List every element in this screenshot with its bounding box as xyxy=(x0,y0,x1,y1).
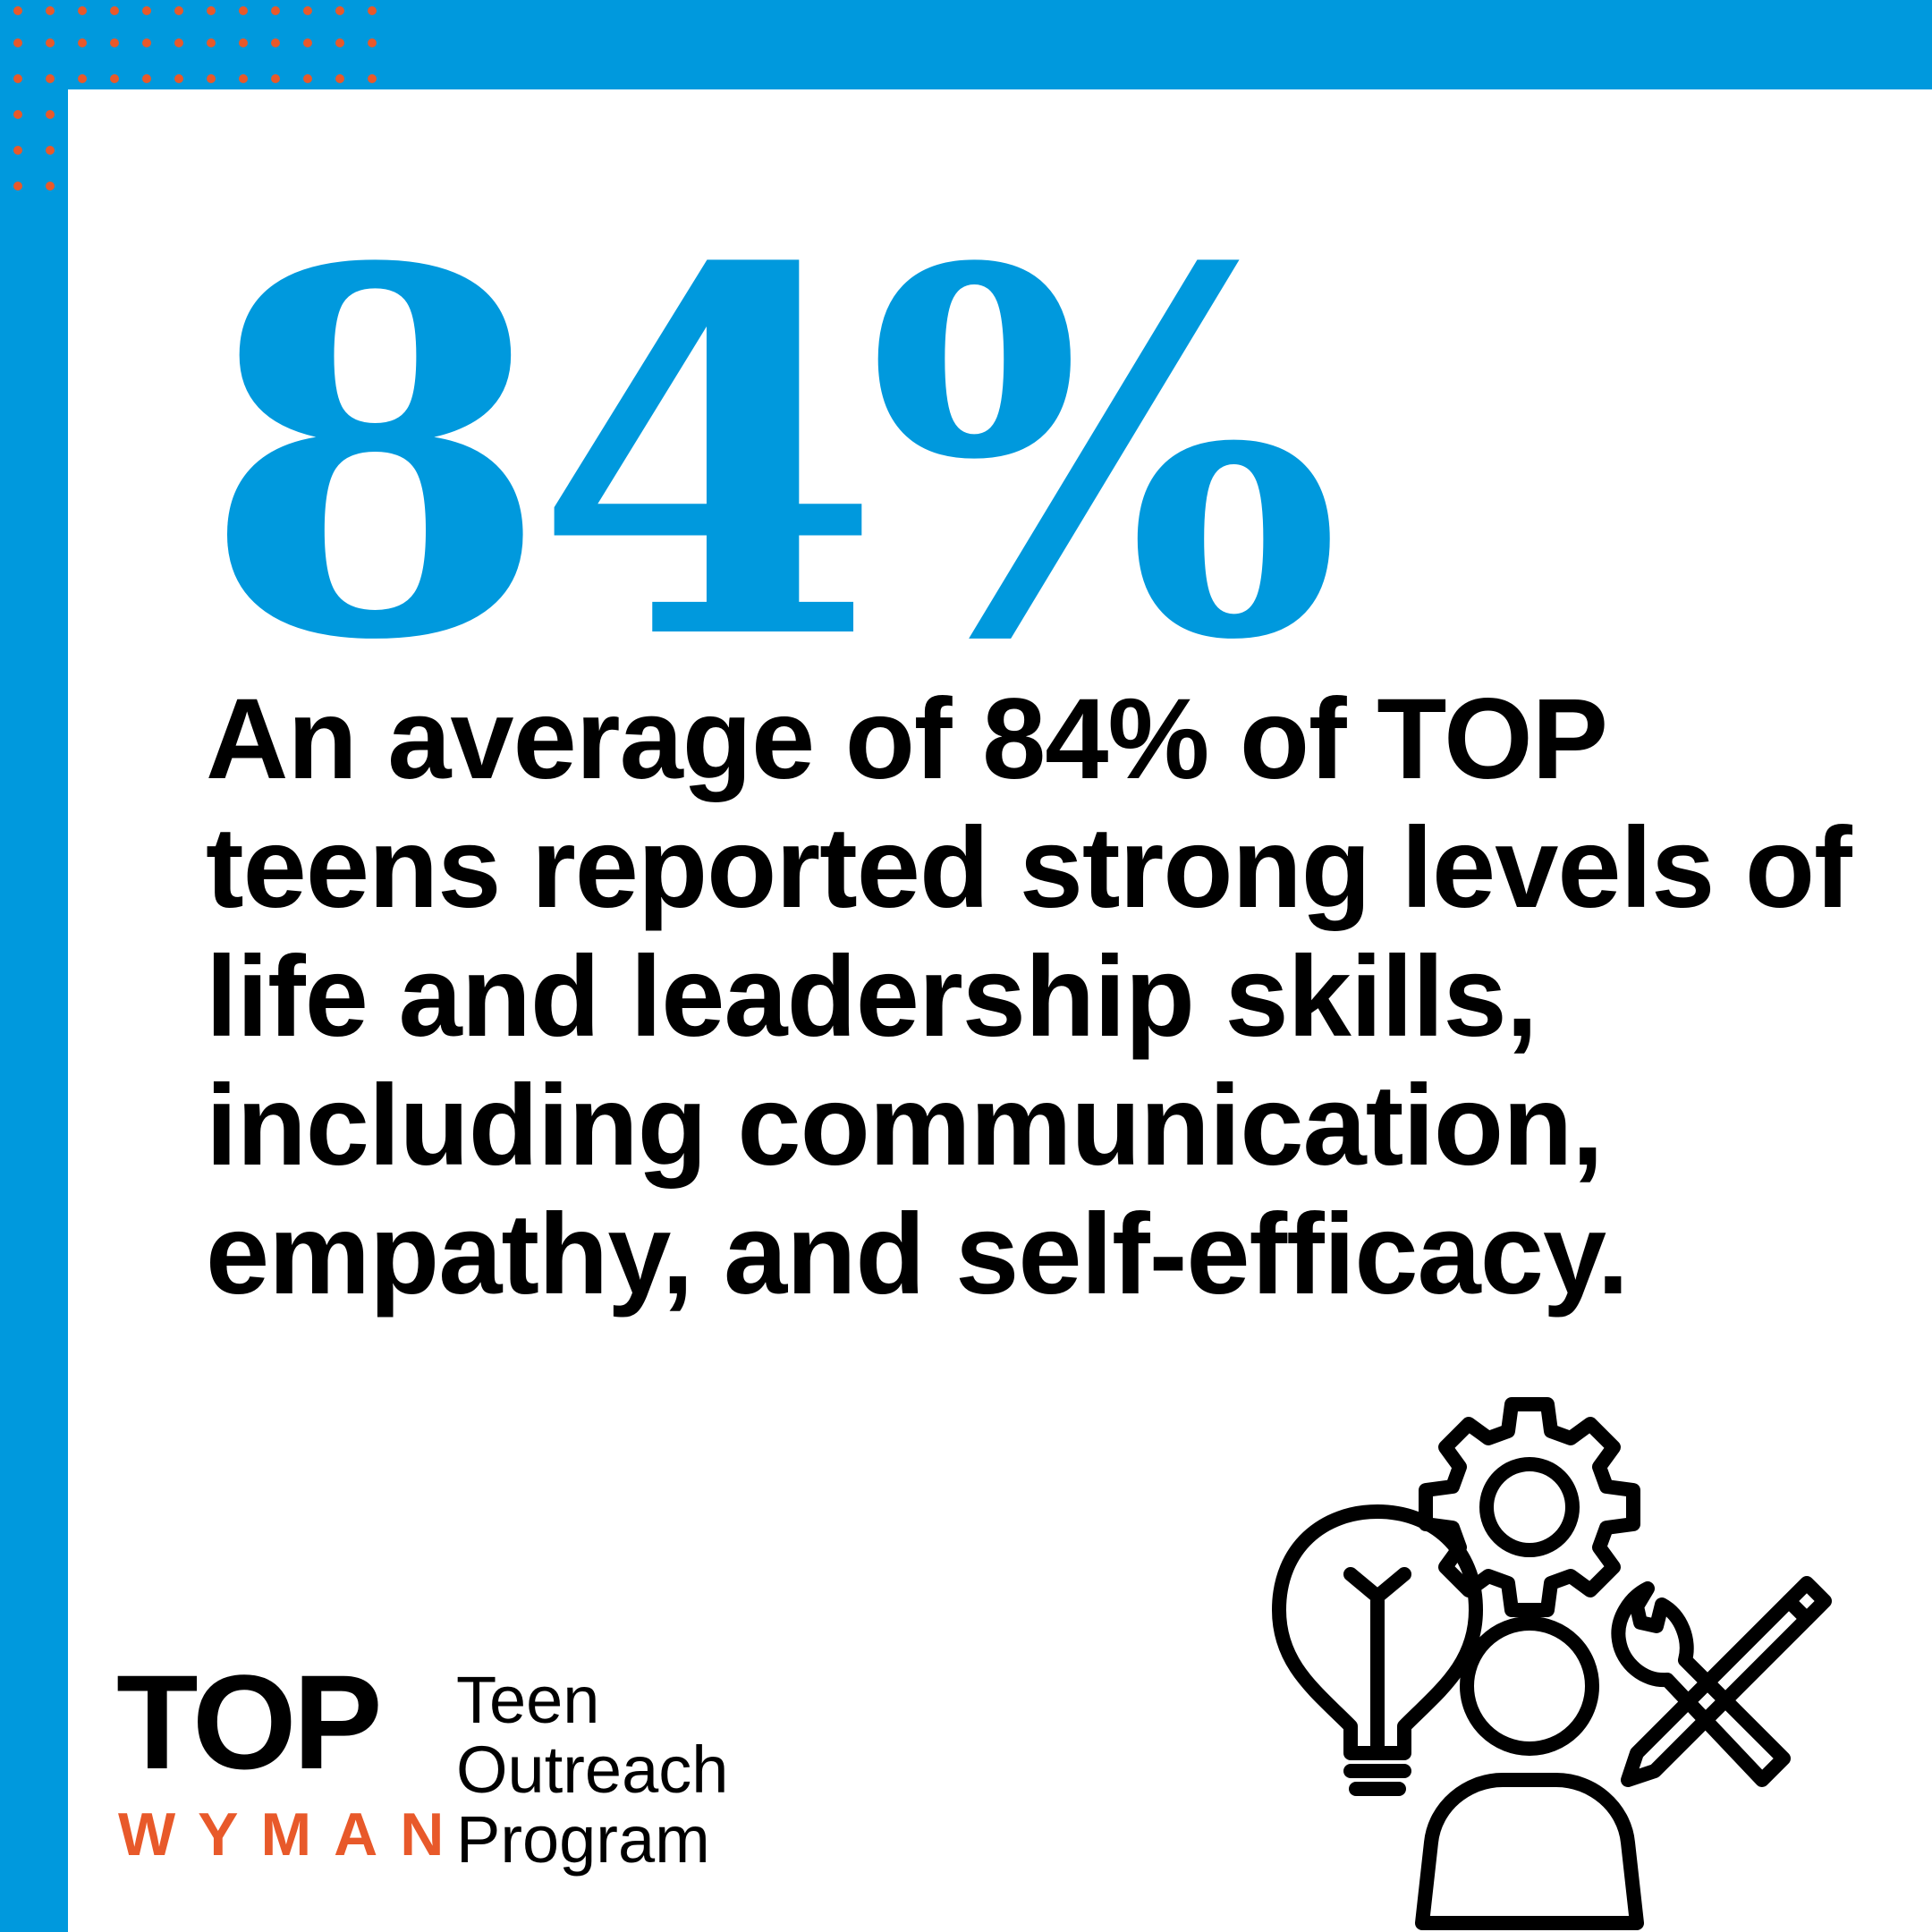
pencil-icon xyxy=(1621,1576,1832,1787)
logo-program-line: Teen xyxy=(456,1663,600,1737)
wrench-icon xyxy=(1611,1581,1791,1787)
logo-mark: TOP xyxy=(116,1647,383,1797)
dot-pattern xyxy=(13,6,377,191)
lightbulb-icon xyxy=(1272,1504,1483,1796)
logo-program-line: Outreach xyxy=(456,1733,729,1807)
stat-value: 84% xyxy=(201,162,1342,750)
gear-icon xyxy=(1419,1397,1640,1617)
person-icon xyxy=(1415,1616,1644,1930)
logo-org: WYMAN xyxy=(118,1801,467,1868)
logo-program-name: Teen Outreach Program xyxy=(456,1665,728,1875)
headline-text: An average of 84% of TOP teens reported … xyxy=(206,675,1852,1318)
skills-illustration xyxy=(1272,1397,1832,1930)
logo-program-line: Program xyxy=(456,1802,710,1877)
